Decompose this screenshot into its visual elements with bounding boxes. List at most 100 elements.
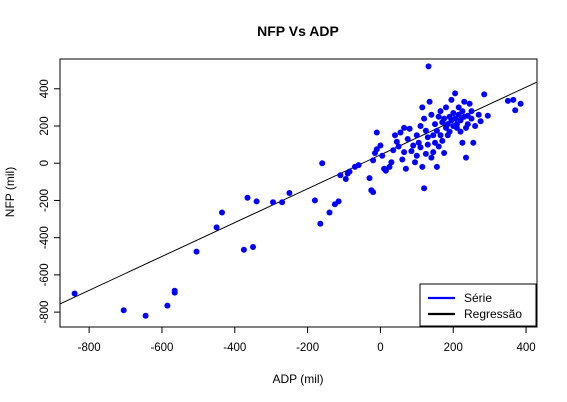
data-point (399, 156, 406, 163)
x-tick-label: -600 (150, 342, 173, 354)
data-point (193, 248, 200, 255)
data-point (419, 104, 426, 111)
data-point (437, 108, 444, 115)
data-point (373, 146, 380, 153)
y-tick-label: -600 (39, 263, 51, 286)
data-point (392, 132, 398, 139)
data-point (428, 111, 435, 118)
x-tick-label: 0 (377, 342, 383, 354)
data-point (377, 142, 384, 149)
data-point (337, 172, 344, 179)
data-point (402, 165, 409, 172)
data-point (270, 199, 276, 206)
data-point (397, 129, 404, 136)
x-axis-ticks: -800 -600 -400 -200 0 200 400 (78, 327, 536, 354)
data-point (448, 96, 455, 103)
data-point (417, 144, 424, 151)
data-point (510, 96, 517, 103)
data-point (373, 129, 380, 136)
data-point (481, 91, 488, 98)
data-point (219, 209, 225, 216)
data-point (419, 163, 426, 170)
data-point (426, 98, 433, 105)
data-point (439, 137, 446, 144)
y-axis-label: NFP (mil) (3, 167, 17, 217)
data-point (422, 127, 429, 134)
data-point (512, 107, 519, 114)
y-tick-label: -400 (39, 226, 51, 249)
data-point (504, 97, 511, 104)
data-point (424, 134, 431, 141)
data-point (435, 113, 442, 120)
data-point (441, 115, 448, 122)
legend-label-regressao: Regressão (464, 307, 522, 321)
x-tick-label: -800 (78, 342, 101, 354)
y-tick-label: 0 (39, 160, 51, 166)
data-point (468, 115, 475, 122)
data-point (355, 162, 362, 169)
data-point (393, 138, 400, 145)
data-point (464, 121, 471, 128)
data-point (463, 154, 469, 161)
data-point (433, 127, 440, 134)
y-tick-label: 400 (39, 79, 51, 98)
data-point (435, 143, 442, 150)
data-point (386, 163, 393, 170)
data-point (425, 63, 432, 70)
data-point (459, 139, 466, 146)
y-tick-label: -200 (39, 189, 51, 212)
data-point (326, 209, 333, 216)
data-point (379, 152, 386, 159)
data-point (404, 136, 411, 142)
y-axis-ticks: -800 -600 -400 -200 0 200 400 (39, 79, 60, 324)
data-point (450, 110, 457, 116)
data-point (395, 143, 402, 150)
data-point (446, 128, 453, 135)
data-point (279, 199, 286, 206)
data-point (459, 108, 466, 115)
data-point (253, 198, 260, 205)
x-tick-label: 400 (516, 342, 535, 354)
data-point (408, 148, 415, 155)
data-point (422, 150, 429, 157)
data-point (452, 115, 459, 122)
data-point (311, 197, 318, 204)
x-tick-label: -200 (296, 342, 319, 354)
data-point (437, 132, 444, 139)
data-point (466, 100, 473, 107)
y-tick-label: -800 (39, 301, 51, 324)
data-point (472, 123, 479, 129)
plot-frame (59, 58, 538, 328)
scatter-points (71, 63, 524, 319)
data-point (164, 302, 171, 309)
data-point (120, 307, 127, 314)
data-point (415, 139, 422, 146)
legend-label-serie: Série (464, 291, 492, 305)
data-point (346, 168, 353, 175)
data-point (335, 198, 342, 205)
data-point (286, 190, 293, 196)
data-point (477, 118, 484, 125)
data-point (443, 104, 449, 111)
data-point (366, 175, 373, 182)
data-point (475, 111, 482, 118)
data-point (370, 157, 377, 164)
data-point (317, 220, 324, 227)
data-point (468, 108, 475, 115)
data-point (401, 124, 408, 131)
data-point (390, 147, 397, 154)
data-point (428, 154, 435, 161)
data-point (142, 312, 149, 319)
data-point (484, 112, 491, 119)
data-point (424, 141, 431, 148)
data-point (406, 125, 413, 132)
x-axis-label: ADP (mil) (272, 372, 323, 386)
data-point (319, 160, 326, 167)
data-point (444, 121, 451, 128)
chart-title: NFP Vs ADP (257, 23, 339, 39)
data-point (441, 150, 448, 156)
data-point (250, 244, 256, 250)
data-point (413, 152, 420, 159)
data-point (410, 142, 417, 149)
